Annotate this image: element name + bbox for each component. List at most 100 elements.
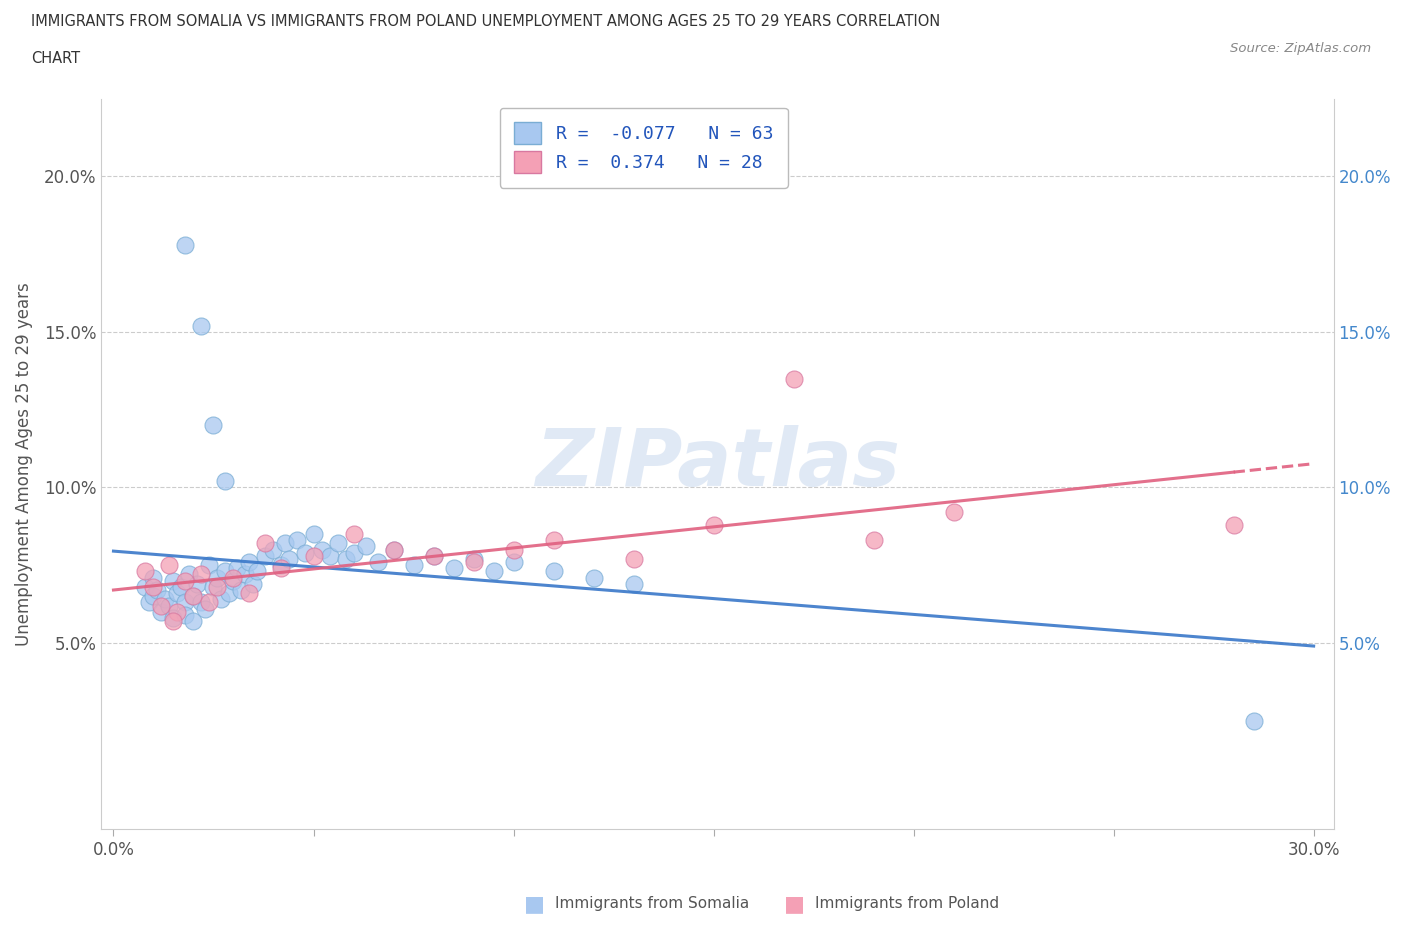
Point <box>402 558 425 573</box>
Point <box>198 558 221 573</box>
Point <box>170 579 193 594</box>
Point <box>263 542 285 557</box>
Point <box>543 533 565 548</box>
Point <box>703 517 725 532</box>
Point <box>174 573 197 588</box>
Point <box>302 526 325 541</box>
Point <box>443 561 465 576</box>
Point <box>214 473 236 488</box>
Point <box>222 570 245 585</box>
Point <box>543 564 565 578</box>
Point <box>270 561 292 576</box>
Point <box>211 591 233 606</box>
Point <box>623 577 645 591</box>
Y-axis label: Unemployment Among Ages 25 to 29 years: Unemployment Among Ages 25 to 29 years <box>15 282 32 646</box>
Point <box>1222 517 1244 532</box>
Point <box>463 551 485 566</box>
Point <box>242 577 264 591</box>
Point <box>582 570 605 585</box>
Point <box>1243 713 1265 728</box>
Point <box>302 549 325 564</box>
Text: Immigrants from Somalia: Immigrants from Somalia <box>555 897 749 911</box>
Point <box>335 551 357 566</box>
Point <box>342 526 364 541</box>
Point <box>782 371 804 386</box>
Text: ■: ■ <box>785 894 804 914</box>
Point <box>174 595 197 610</box>
Point <box>274 536 297 551</box>
Point <box>382 542 405 557</box>
Point <box>134 579 156 594</box>
Point <box>159 598 181 613</box>
Text: ZIPatlas: ZIPatlas <box>536 425 900 503</box>
Point <box>142 579 165 594</box>
Point <box>326 536 349 551</box>
Point <box>202 418 225 432</box>
Point <box>235 567 257 582</box>
Point <box>162 610 184 625</box>
Point <box>226 561 249 576</box>
Point <box>155 591 177 606</box>
Point <box>231 582 253 597</box>
Text: IMMIGRANTS FROM SOMALIA VS IMMIGRANTS FROM POLAND UNEMPLOYMENT AMONG AGES 25 TO : IMMIGRANTS FROM SOMALIA VS IMMIGRANTS FR… <box>31 14 941 29</box>
Point <box>422 549 444 564</box>
Point <box>207 570 229 585</box>
Point <box>254 549 277 564</box>
Point <box>942 505 965 520</box>
Point <box>174 607 197 622</box>
Text: Immigrants from Poland: Immigrants from Poland <box>815 897 1000 911</box>
Point <box>294 545 316 560</box>
Point <box>502 542 524 557</box>
Point <box>207 579 229 594</box>
Point <box>159 558 181 573</box>
Point <box>190 595 212 610</box>
Point <box>183 589 205 604</box>
Point <box>311 542 333 557</box>
Point <box>254 536 277 551</box>
Point <box>270 558 292 573</box>
Point <box>463 554 485 569</box>
Point <box>354 539 377 554</box>
Point <box>246 564 269 578</box>
Point <box>138 595 160 610</box>
Point <box>190 318 212 333</box>
Point <box>278 551 301 566</box>
Point <box>186 577 208 591</box>
Point <box>198 595 221 610</box>
Point <box>318 549 340 564</box>
Point <box>183 614 205 629</box>
Point <box>238 586 260 601</box>
Text: ■: ■ <box>524 894 544 914</box>
Point <box>162 614 184 629</box>
Point <box>166 604 188 619</box>
Point <box>150 598 173 613</box>
Point <box>162 573 184 588</box>
Point <box>142 589 165 604</box>
Point <box>502 554 524 569</box>
Point <box>287 533 309 548</box>
Point <box>222 573 245 588</box>
Point <box>422 549 444 564</box>
Point <box>142 570 165 585</box>
Text: CHART: CHART <box>31 51 80 66</box>
Point <box>134 564 156 578</box>
Point <box>166 586 188 601</box>
Point <box>179 567 201 582</box>
Text: Source: ZipAtlas.com: Source: ZipAtlas.com <box>1230 42 1371 55</box>
Point <box>150 604 173 619</box>
Point <box>146 582 169 597</box>
Point <box>194 601 217 616</box>
Point <box>862 533 884 548</box>
Point <box>238 554 260 569</box>
Point <box>174 237 197 252</box>
Point <box>382 542 405 557</box>
Point <box>482 564 505 578</box>
Point <box>342 545 364 560</box>
Point <box>202 579 225 594</box>
Legend: R =  -0.077   N = 63, R =  0.374   N = 28: R = -0.077 N = 63, R = 0.374 N = 28 <box>499 108 787 188</box>
Point <box>366 554 388 569</box>
Point <box>218 586 240 601</box>
Point <box>190 567 212 582</box>
Point <box>183 589 205 604</box>
Point <box>623 551 645 566</box>
